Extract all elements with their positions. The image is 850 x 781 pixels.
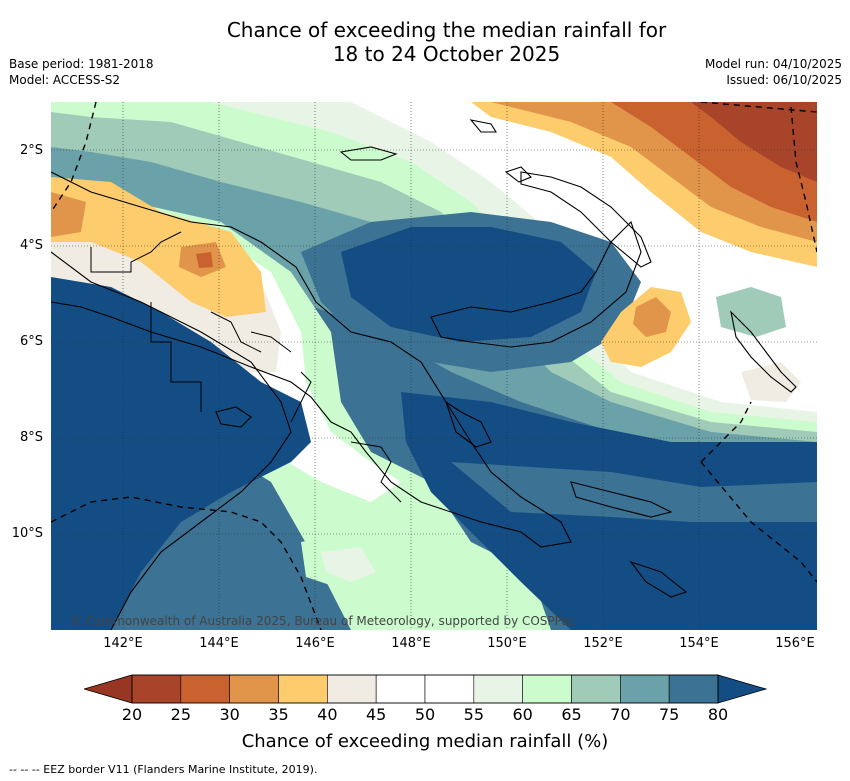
eez-borders bbox=[51, 102, 817, 630]
colorbar-segment bbox=[424, 674, 475, 704]
model-run: Model run: 04/10/2025 bbox=[704, 57, 842, 71]
lat-label-10s: 10°S bbox=[11, 526, 43, 541]
map-title: Chance of exceeding the median rainfall … bbox=[0, 18, 850, 66]
lat-label-2s: 2°S bbox=[19, 143, 43, 158]
colorbar-segment bbox=[620, 674, 670, 704]
lon-label-154e: 154°E bbox=[679, 636, 719, 651]
colorbar-tick-label: 50 bbox=[414, 705, 436, 724]
lon-label-150e: 150°E bbox=[487, 636, 527, 651]
title-line-1: Chance of exceeding the median rainfall … bbox=[226, 18, 667, 42]
lon-label-146e: 146°E bbox=[295, 636, 335, 651]
colorbar-over-arrow bbox=[717, 674, 768, 704]
colorbar-tick-label: 20 bbox=[121, 705, 143, 724]
eez-legend: -- -- -- EEZ border V11 (Flanders Marine… bbox=[9, 763, 318, 776]
coastlines bbox=[51, 119, 797, 630]
colorbar-tick-label: 30 bbox=[219, 705, 240, 724]
base-period: Base period: 1981-2018 bbox=[9, 57, 154, 71]
field-ne-20 bbox=[691, 102, 817, 182]
colorbar-tick-label: 45 bbox=[365, 705, 387, 724]
colorbar-tick-label: 75 bbox=[658, 705, 680, 724]
colorbar-segment bbox=[522, 674, 572, 704]
field-e-40 bbox=[741, 362, 801, 402]
field-west-35 bbox=[51, 177, 266, 317]
colorbar bbox=[84, 674, 768, 704]
colorbar-tick-label: 25 bbox=[170, 705, 191, 724]
colorbar-segment bbox=[131, 674, 182, 704]
colorbar-segment bbox=[229, 674, 279, 704]
gridlines bbox=[51, 102, 817, 630]
colorbar-tick-label: 70 bbox=[610, 705, 631, 724]
lat-label-6s: 6°S bbox=[19, 334, 43, 349]
lon-label-152e: 152°E bbox=[583, 636, 623, 651]
borders bbox=[90, 231, 402, 503]
colorbar-segments bbox=[131, 674, 719, 704]
colorbar-segment bbox=[278, 674, 328, 704]
colorbar-tick-label: 55 bbox=[463, 705, 484, 724]
colorbar-segment bbox=[327, 674, 377, 704]
colorbar-segment bbox=[375, 674, 426, 704]
field-e-30 bbox=[633, 297, 671, 337]
colorbar-label: Chance of exceeding median rainfall (%) bbox=[241, 731, 609, 752]
issued-date: Issued: 06/10/2025 bbox=[726, 73, 842, 87]
colorbar-tick-label: 35 bbox=[268, 705, 289, 724]
rainfall-map bbox=[51, 102, 817, 630]
field-south-55 bbox=[321, 547, 376, 582]
colorbar-segment bbox=[180, 674, 230, 704]
field-west-25 bbox=[196, 252, 213, 268]
colorbar-tick-label: 65 bbox=[561, 705, 582, 724]
colorbar-tick-label: 60 bbox=[512, 705, 533, 724]
lon-label-156e: 156°E bbox=[775, 636, 815, 651]
lat-label-8s: 8°S bbox=[19, 430, 43, 445]
colorbar-tick-label: 40 bbox=[317, 705, 338, 724]
meta-left: Base period: 1981-2018 Model: ACCESS-S2 bbox=[9, 56, 154, 88]
lon-label-144e: 144°E bbox=[199, 636, 239, 651]
field-s-75 bbox=[451, 462, 817, 522]
title-line-2: 18 to 24 October 2025 bbox=[332, 42, 561, 66]
copyright-text: © Commonwealth of Australia 2025, Bureau… bbox=[70, 614, 576, 628]
model-name: Model: ACCESS-S2 bbox=[9, 73, 121, 87]
lon-label-148e: 148°E bbox=[391, 636, 431, 651]
colorbar-segment bbox=[668, 674, 719, 704]
lat-label-4s: 4°S bbox=[19, 238, 43, 253]
colorbar-tick-label: 80 bbox=[707, 705, 729, 724]
lon-label-142e: 142°E bbox=[103, 636, 143, 651]
field-center-80 bbox=[341, 227, 596, 342]
field-west-30 bbox=[51, 192, 86, 237]
colorbar-under-arrow bbox=[84, 674, 133, 704]
colorbar-frame bbox=[131, 674, 719, 704]
colorbar-segment bbox=[473, 674, 523, 704]
field-sw-80 bbox=[51, 277, 311, 630]
colorbar-segment bbox=[571, 674, 621, 704]
meta-right: Model run: 04/10/2025 Issued: 06/10/2025 bbox=[705, 56, 842, 88]
